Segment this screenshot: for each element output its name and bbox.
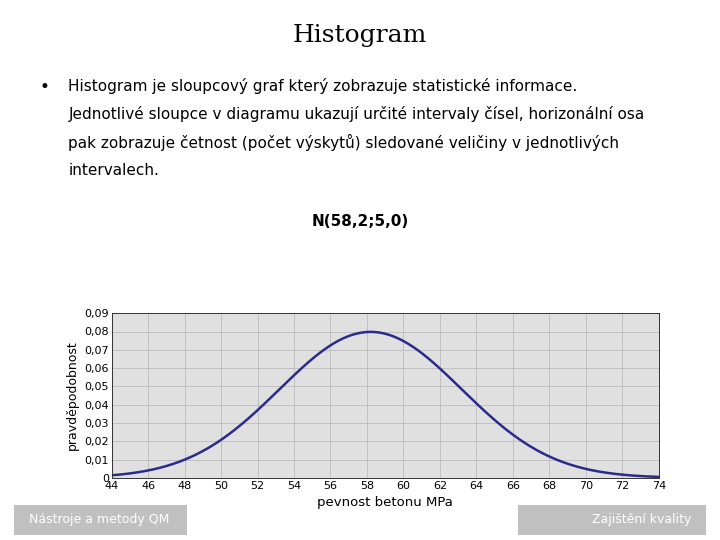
Text: pak zobrazuje četnost (počet výskytů) sledované veličiny v jednotlivých: pak zobrazuje četnost (počet výskytů) sl…	[68, 134, 619, 152]
Y-axis label: pravděpodobnost: pravděpodobnost	[66, 341, 78, 450]
Text: Nástroje a metody QM: Nástroje a metody QM	[29, 513, 169, 526]
Text: Jednotlivé sloupce v diagramu ukazují určité intervaly čísel, horizonální osa: Jednotlivé sloupce v diagramu ukazují ur…	[68, 106, 644, 123]
Text: Histogram je sloupcový graf který zobrazuje statistické informace.: Histogram je sloupcový graf který zobraz…	[68, 78, 577, 94]
Text: Zajištění kvality: Zajištění kvality	[592, 513, 691, 526]
Text: intervalech.: intervalech.	[68, 163, 159, 178]
X-axis label: pevnost betonu MPa: pevnost betonu MPa	[318, 496, 453, 509]
Text: N(58,2;5,0): N(58,2;5,0)	[311, 214, 409, 230]
Text: Histogram: Histogram	[293, 24, 427, 48]
Text: •: •	[40, 78, 50, 96]
